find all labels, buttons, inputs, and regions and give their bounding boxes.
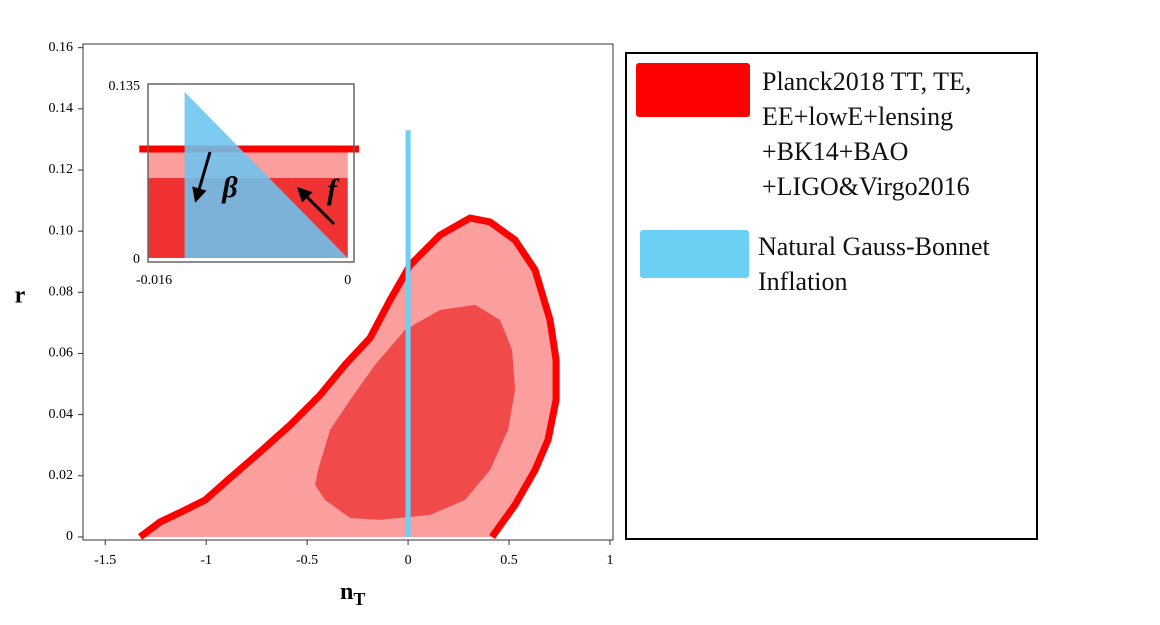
x-tick-label: 1 — [606, 553, 613, 568]
y-tick-label: 0.02 — [49, 468, 74, 483]
x-axis-label: nT — [340, 579, 365, 610]
legend-label: Natural Gauss-Bonnet Inflation — [758, 232, 990, 296]
legend-swatch — [636, 63, 750, 117]
y-tick-label: 0.135 — [109, 79, 141, 94]
y-tick-label: 0.16 — [49, 40, 74, 55]
x-axis-label-subscript: T — [353, 589, 365, 609]
legend: Planck2018 TT, TE, EE+lowE+lensing +BK14… — [625, 52, 1038, 540]
x-tick-label: 0 — [344, 273, 351, 288]
annotation-arrow — [192, 151, 212, 203]
y-tick-label: 0.14 — [49, 101, 74, 116]
annotation: f — [327, 173, 340, 206]
x-tick-label: -1 — [200, 553, 212, 568]
legend-swatch — [640, 230, 749, 278]
annotation-arrow — [296, 186, 336, 226]
region — [315, 304, 516, 520]
region-edge — [138, 214, 560, 540]
y-tick-label: 0 — [66, 529, 73, 544]
x-axis-label-main: n — [340, 579, 353, 605]
y-tick-label: 0.12 — [49, 162, 74, 177]
legend-label: Planck2018 TT, TE, EE+lowE+lensing +BK14… — [762, 67, 972, 201]
annotation: β — [221, 171, 238, 204]
y-tick-label: 0.04 — [49, 407, 74, 422]
y-axis-label: r — [15, 283, 26, 309]
region — [184, 91, 348, 259]
x-tick-label: 0.5 — [500, 553, 518, 568]
x-tick-label: 0 — [405, 553, 412, 568]
y-tick-label: 0.06 — [49, 346, 74, 361]
x-tick-label: -0.016 — [136, 273, 172, 288]
y-tick-label: 0 — [133, 252, 140, 267]
y-tick-label: 0.10 — [49, 223, 74, 238]
plot-area — [138, 130, 560, 540]
x-tick-label: -0.5 — [296, 553, 318, 568]
x-tick-label: -1.5 — [94, 553, 116, 568]
y-tick-label: 0.08 — [49, 285, 74, 300]
plot-frame — [147, 83, 355, 263]
